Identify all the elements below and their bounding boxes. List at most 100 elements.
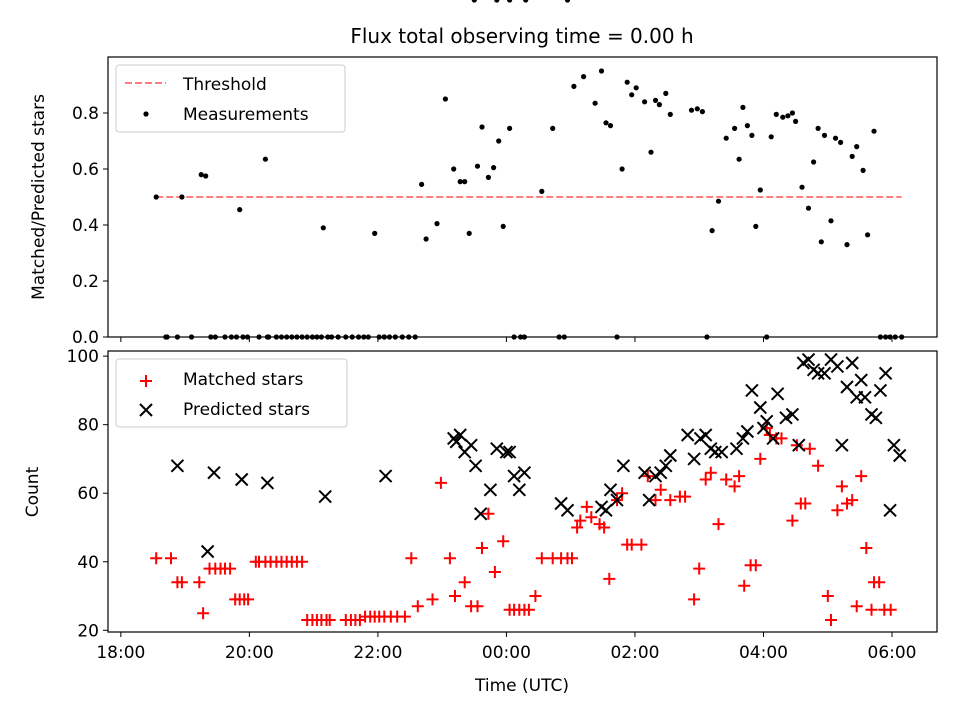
predicted-star-point bbox=[892, 448, 907, 463]
predicted-star-point bbox=[759, 414, 774, 429]
matched-star-point bbox=[571, 521, 584, 534]
measurement-point bbox=[494, 0, 500, 3]
legend-threshold-label: Threshold bbox=[182, 75, 267, 95]
predicted-star-point bbox=[499, 445, 514, 459]
measurement-point bbox=[773, 111, 779, 117]
measurement-point bbox=[564, 0, 571, 3]
measurement-point bbox=[757, 187, 763, 193]
predicted-star-point bbox=[698, 428, 713, 442]
predicted-star-point bbox=[483, 483, 498, 497]
predicted-star-point bbox=[811, 366, 825, 381]
predicted-star-point bbox=[869, 411, 883, 425]
matched-star-point bbox=[574, 514, 587, 527]
matched-star-point bbox=[405, 552, 418, 565]
matched-star-point bbox=[535, 552, 548, 565]
matched-star-point bbox=[733, 470, 746, 483]
measurement-point bbox=[736, 156, 742, 162]
predicted-star-point bbox=[234, 472, 249, 487]
matched-star-point bbox=[884, 603, 897, 616]
legend-matched-swatch bbox=[140, 375, 152, 387]
predicted-star-point bbox=[817, 366, 832, 381]
top-y-tick-label: 0.8 bbox=[72, 104, 99, 124]
matched-star-point bbox=[790, 439, 803, 452]
measurement-point bbox=[462, 179, 468, 185]
measurement-point bbox=[805, 205, 812, 211]
matched-star-point bbox=[411, 600, 424, 613]
bottom-x-axis-label: Time (UTC) bbox=[474, 676, 569, 696]
matched-star-point bbox=[296, 555, 309, 568]
measurement-point bbox=[550, 125, 556, 131]
predicted-star-point bbox=[801, 352, 816, 367]
matched-star-point bbox=[693, 562, 706, 575]
measurement-point bbox=[688, 107, 695, 113]
measurement-point bbox=[799, 184, 805, 190]
top-legend-box bbox=[115, 64, 346, 133]
predicted-star-point bbox=[785, 407, 800, 422]
measurement-point bbox=[457, 179, 463, 185]
top-y-tick-label: 0.0 bbox=[72, 328, 99, 348]
measurement-point bbox=[723, 135, 729, 141]
predicted-star-point bbox=[464, 438, 478, 452]
measurement-point bbox=[466, 230, 472, 236]
measurement-point bbox=[732, 125, 738, 131]
measurement-point bbox=[485, 174, 491, 180]
predicted-star-point bbox=[502, 445, 517, 459]
predicted-star-point bbox=[680, 428, 695, 442]
predicted-star-point bbox=[740, 424, 755, 439]
measurement-point bbox=[854, 144, 860, 150]
legend-predicted-swatch bbox=[139, 403, 153, 417]
measurement-point bbox=[320, 225, 326, 231]
predicted-star-point bbox=[770, 387, 785, 401]
predicted-star-point bbox=[637, 465, 652, 480]
measurement-point bbox=[507, 0, 513, 3]
measurement-point bbox=[419, 181, 425, 187]
predicted-star-point bbox=[449, 435, 464, 449]
bottom-y-tick-label: 20 bbox=[77, 621, 99, 641]
predicted-star-point bbox=[887, 438, 901, 452]
measurement-point bbox=[471, 0, 477, 3]
matched-star-point bbox=[175, 576, 188, 589]
predicted-star-point bbox=[854, 373, 868, 387]
measurement-point bbox=[818, 239, 824, 245]
matched-star-point bbox=[398, 610, 411, 623]
measurement-point bbox=[780, 114, 786, 120]
bottom-x-tick-label: 02:00 bbox=[610, 643, 659, 663]
bottom-legend: Matched stars Predicted stars bbox=[115, 358, 348, 428]
predicted-star-point bbox=[878, 366, 893, 381]
measurement-point bbox=[789, 110, 796, 116]
predicted-star-point bbox=[318, 489, 332, 504]
matched-star-point bbox=[873, 576, 886, 589]
top-y-tick-label: 0.6 bbox=[72, 160, 99, 180]
matched-star-point bbox=[150, 552, 163, 565]
predicted-star-point bbox=[468, 459, 483, 473]
matched-star-point bbox=[165, 552, 177, 565]
top-y-axis-label: Matched/Predicted stars bbox=[29, 94, 49, 300]
measurement-point bbox=[648, 149, 654, 155]
matched-star-point bbox=[704, 466, 717, 479]
predicted-star-point bbox=[378, 469, 393, 483]
measurement-point bbox=[793, 118, 799, 124]
predicted-star-point bbox=[830, 359, 845, 374]
measurement-point bbox=[523, 0, 529, 3]
predicted-star-point bbox=[835, 438, 849, 452]
measurement-point bbox=[619, 166, 625, 172]
matched-star-point bbox=[323, 614, 336, 626]
predicted-star-point bbox=[490, 441, 504, 456]
measurement-point bbox=[740, 104, 746, 110]
matched-star-point bbox=[488, 566, 501, 578]
top-x-axis bbox=[120, 337, 893, 342]
matched-star-point bbox=[197, 607, 210, 620]
measurement-point bbox=[571, 83, 577, 89]
legend-measurements-label: Measurements bbox=[183, 105, 309, 125]
measurement-point bbox=[592, 100, 598, 106]
measurement-point bbox=[709, 228, 715, 234]
matched-star-point bbox=[426, 593, 439, 606]
predicted-star-point bbox=[610, 493, 624, 507]
measurement-point bbox=[652, 97, 659, 103]
top-legend: Threshold Measurements bbox=[115, 64, 346, 133]
measurement-point bbox=[237, 207, 243, 213]
predicted-star-point bbox=[207, 465, 221, 480]
matched-star-point bbox=[825, 614, 837, 626]
matched-star-point bbox=[598, 521, 611, 534]
predicted-star-point bbox=[260, 476, 275, 490]
